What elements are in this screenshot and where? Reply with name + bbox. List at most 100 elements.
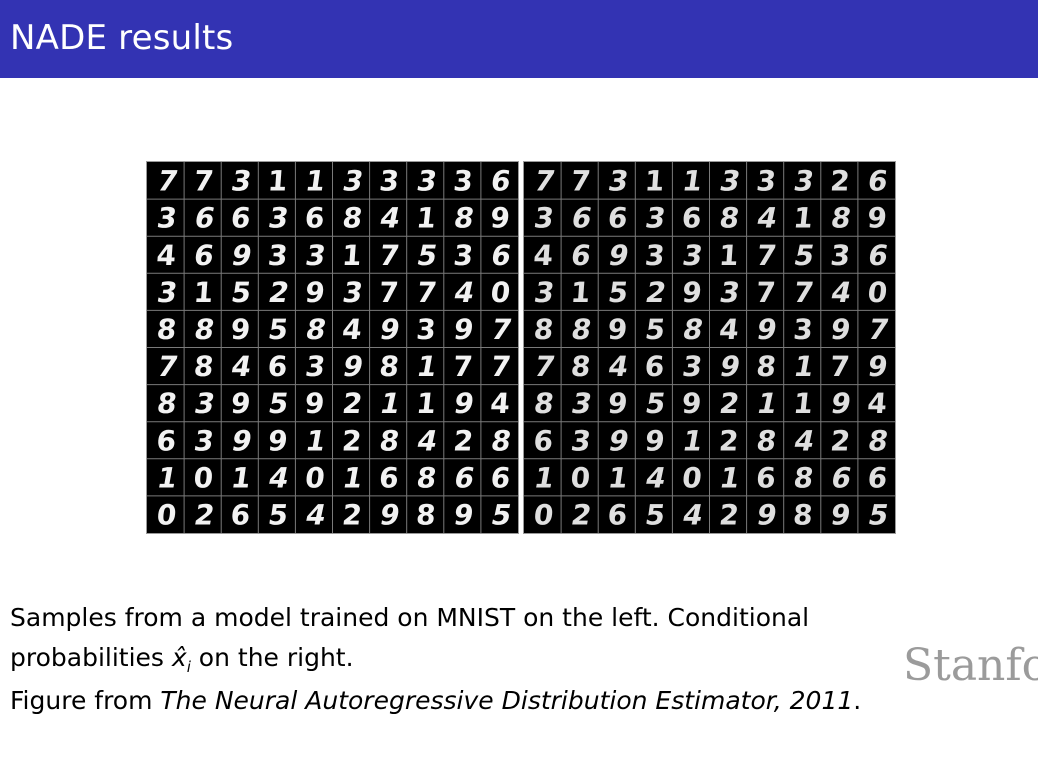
- digit-cell: 3: [155, 202, 179, 235]
- digit-cell: 9: [377, 313, 402, 346]
- digit-cell: 4: [791, 425, 817, 458]
- digit-cell: 8: [717, 202, 741, 235]
- digit-cell: 5: [643, 387, 668, 420]
- digit-cell: 6: [569, 239, 593, 272]
- digit-cell: 7: [377, 239, 401, 272]
- digit-cell: 2: [341, 499, 364, 532]
- x-hat-letter: x̂: [171, 643, 187, 672]
- digit-cell: 5: [643, 313, 667, 346]
- digit-cell: 7: [489, 350, 513, 383]
- digit-cell: 3: [717, 165, 743, 198]
- digit-cell: 0: [193, 461, 215, 494]
- digit-cell: 5: [266, 387, 291, 420]
- digit-cell: 9: [377, 499, 402, 532]
- digit-cell: 4: [155, 239, 177, 272]
- digit-cell: 9: [606, 425, 632, 458]
- digit-cell: 1: [415, 387, 438, 420]
- digit-cell: 5: [606, 276, 630, 309]
- digit-cell: 9: [451, 387, 476, 420]
- digit-cell: 8: [755, 350, 778, 383]
- digit-cell: 6: [569, 202, 595, 235]
- digit-cell: 5: [643, 499, 667, 532]
- digit-cell: 4: [414, 425, 440, 458]
- digit-cell: 9: [754, 499, 779, 532]
- digit-cell: 3: [755, 165, 778, 198]
- digit-cell: 3: [340, 276, 365, 309]
- digit-cell: 2: [717, 387, 741, 420]
- digit-cell: 1: [792, 387, 815, 420]
- digit-cell: 0: [532, 499, 555, 532]
- digit-cell: 6: [230, 499, 252, 532]
- digit-cell: 8: [415, 499, 437, 532]
- digit-cell: 4: [606, 350, 631, 383]
- digit-cell: 7: [154, 165, 180, 198]
- title-bar: NADE results: [0, 0, 1038, 78]
- digit-cell: 1: [791, 350, 816, 383]
- digit-cell: 3: [192, 424, 216, 457]
- digit-cell: 3: [829, 239, 852, 272]
- digit-cell: 2: [829, 165, 851, 198]
- digit-cell: 1: [267, 165, 289, 198]
- digit-cell: 9: [340, 350, 366, 383]
- digit-cell: 6: [755, 461, 777, 494]
- digit-cell: 3: [532, 276, 557, 309]
- digit-cell: 7: [754, 239, 778, 272]
- digit-cell: 6: [451, 462, 477, 495]
- digit-cell: 9: [452, 499, 476, 532]
- digit-cell: 5: [266, 313, 290, 346]
- digit-cell: 1: [644, 165, 666, 198]
- digit-cell: 4: [451, 276, 477, 309]
- digit-cell: 8: [792, 499, 814, 532]
- digit-cell: 8: [192, 350, 215, 383]
- digit-cell: 6: [607, 499, 629, 532]
- digit-cell: 1: [606, 462, 630, 495]
- digit-cell: 2: [718, 499, 741, 532]
- caption-line-3-prefix: Figure from: [10, 686, 161, 715]
- digit-cell: 8: [155, 313, 178, 346]
- digit-cell: 5: [865, 499, 891, 532]
- caption-line-1: Samples from a model trained on MNIST on…: [10, 603, 810, 632]
- digit-cell: 8: [569, 313, 594, 346]
- digit-cell: 0: [489, 276, 512, 309]
- digit-cell: 8: [828, 202, 853, 235]
- digit-cell: 7: [415, 276, 439, 309]
- digit-cell: 9: [266, 424, 289, 457]
- digit-cell: 7: [531, 350, 557, 383]
- digit-cell: 1: [155, 462, 180, 495]
- digit-cell: 3: [378, 165, 401, 198]
- digit-cell: 9: [829, 313, 853, 346]
- digit-cell: 3: [791, 165, 816, 198]
- digit-cell: 1: [569, 276, 591, 309]
- digit-cell: 1: [303, 424, 328, 457]
- digit-cell: 1: [303, 165, 327, 198]
- digit-cell: 9: [829, 499, 853, 532]
- digit-cell: 8: [532, 313, 555, 346]
- digit-cell: 0: [681, 461, 704, 494]
- caption: Samples from a model trained on MNIST on…: [10, 598, 1030, 721]
- digit-cell: 1: [229, 462, 253, 495]
- digit-cell: 0: [155, 499, 178, 532]
- digit-cell: 8: [377, 424, 401, 457]
- digit-cell: 1: [792, 202, 815, 235]
- digit-cell: 9: [304, 387, 326, 420]
- digit-cell: 6: [267, 350, 289, 383]
- digit-cell: 5: [266, 499, 290, 532]
- digit-cell: 4: [489, 387, 511, 420]
- digit-cell: 5: [488, 499, 514, 532]
- digit-cell: 3: [191, 387, 217, 420]
- digit-cell: 2: [452, 424, 475, 457]
- digit-cell: 7: [569, 165, 592, 198]
- digit-cell: 3: [340, 165, 366, 198]
- digit-cell: 1: [532, 462, 557, 495]
- digit-cell: 9: [866, 350, 890, 383]
- digit-cell: 2: [718, 424, 740, 457]
- digit-cell: 3: [643, 239, 666, 272]
- digit-cell: 4: [718, 313, 741, 346]
- slide-title: NADE results: [10, 18, 234, 58]
- digit-cell: 1: [680, 165, 704, 198]
- digit-cell: 7: [829, 350, 851, 383]
- digit-cell: 3: [606, 165, 631, 198]
- digit-cell: 1: [192, 276, 214, 309]
- digit-cell: 6: [532, 424, 554, 457]
